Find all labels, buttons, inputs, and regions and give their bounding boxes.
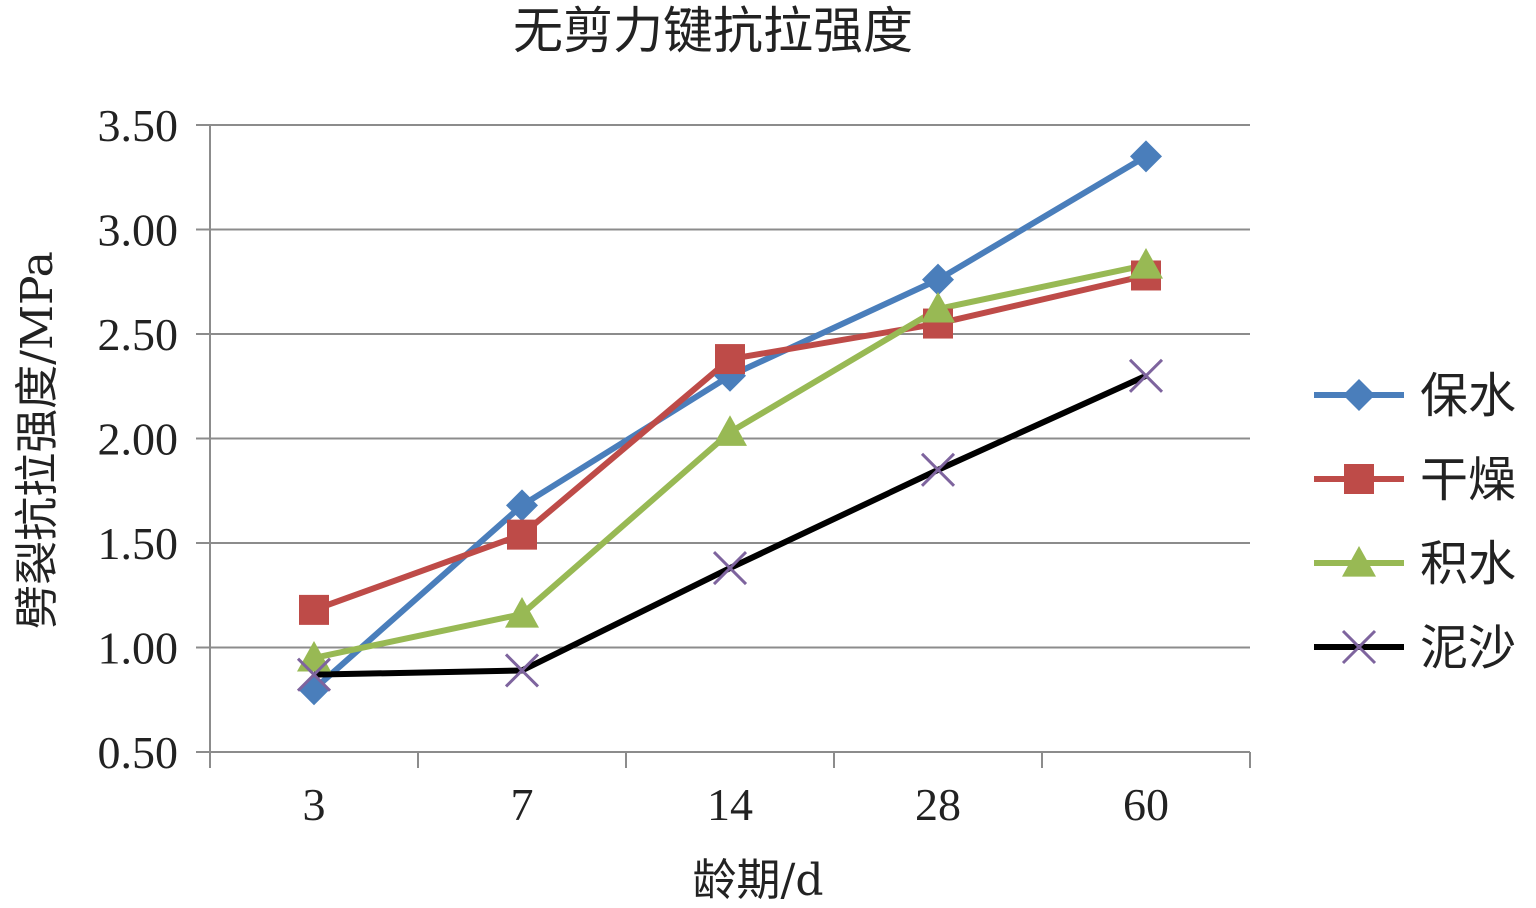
y-tick-label: 3.00 [98,205,179,256]
x-tick-label: 14 [707,779,753,830]
x-tick-label: 60 [1123,779,1169,830]
data-point-jishui [505,597,539,628]
data-point-nisha [296,657,332,692]
data-point-ganzao [715,344,745,375]
legend-label: 干燥 [1420,452,1516,508]
legend-marker [1341,629,1377,665]
y-tick-labels: 0.50 1.00 1.50 2.00 2.50 3.00 3.50 [98,100,179,778]
legend-item-baoshui: 保水 [1314,368,1516,424]
y-tick-label: 2.00 [98,414,179,465]
legend-label: 保水 [1420,368,1516,424]
data-point-nisha [920,452,956,487]
data-point-jishui [921,291,955,323]
y-tick-label: 1.00 [98,623,179,674]
y-tick-label: 2.50 [98,309,179,360]
data-point-nisha [1128,358,1164,393]
data-point-ganzao [507,519,537,550]
y-tick-label: 3.50 [98,100,179,151]
x-tick-label: 28 [915,779,961,830]
data-point-nisha [712,551,748,586]
legend-label: 泥沙 [1420,620,1516,676]
legend-item-ganzao: 干燥 [1314,452,1516,508]
x-axis: 3 7 14 28 60 [196,125,1251,830]
x-tick-label: 7 [511,779,534,830]
y-tick-label: 0.50 [98,727,179,778]
data-point-ganzao [299,594,329,625]
series-markers [296,140,1164,706]
data-point-jishui [713,415,747,446]
legend-label: 积水 [1420,536,1516,592]
data-point-baoshui [506,489,538,522]
legend-item-jishui: 积水 [1314,536,1516,592]
x-tick-label: 3 [303,779,326,830]
data-point-baoshui [922,263,954,296]
data-point-baoshui [1130,140,1162,173]
y-tick-label: 1.50 [98,518,179,569]
legend-item-nisha: 泥沙 [1314,620,1516,676]
data-point-jishui [297,640,331,672]
legend-marker [1343,379,1375,411]
data-point-jishui [1129,248,1163,279]
x-axis-label: 龄期/d [693,855,824,906]
legend-marker [1342,546,1376,577]
data-point-nisha [504,653,540,688]
chart-title: 无剪力键抗拉强度 [513,2,913,60]
y-axis-label: 劈裂抗拉强度/MPa [12,251,63,629]
legend-marker [1344,464,1374,494]
series-line-jishui [313,262,1147,661]
